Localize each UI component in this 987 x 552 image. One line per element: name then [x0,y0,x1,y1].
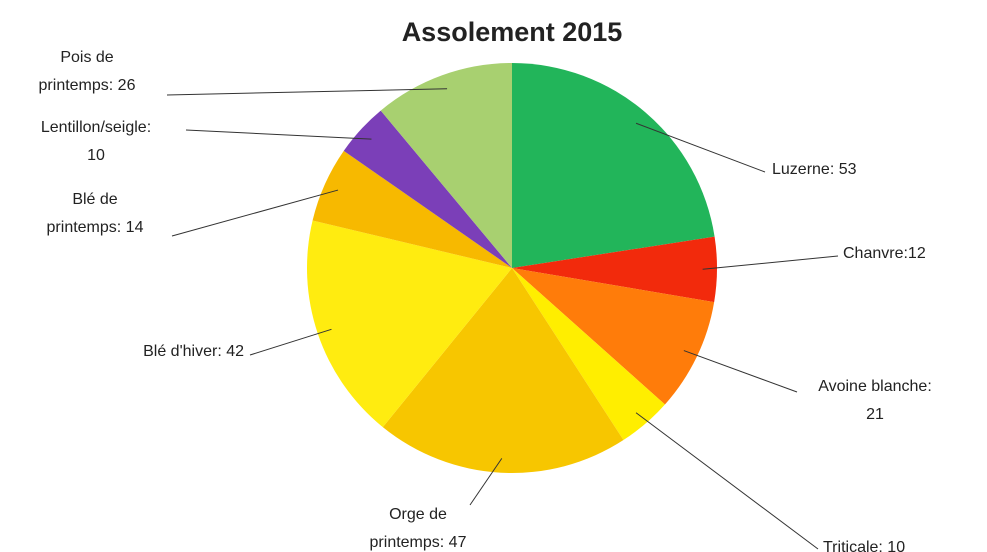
pie-slice [306,220,512,428]
leader-line [166,88,448,96]
data-label-line: Luzerne: 53 [772,161,857,178]
pie-slice [512,63,715,268]
data-label: Blé d'hiver: 42 [143,343,244,360]
data-label-line: Avoine blanche: [818,378,932,395]
data-label: Chanvre:12 [843,245,926,262]
pie-slice [382,268,624,473]
leader-line [635,412,819,550]
leader-line [635,122,766,173]
pie-slice [343,110,512,268]
data-label-line: Chanvre:12 [843,245,926,262]
data-label: Orge de printemps: 47 [370,506,467,551]
pie-slice [512,236,717,303]
data-label: Avoine blanche: 21 [818,378,932,423]
data-label-line: printemps: 47 [370,534,467,551]
pie-slice [312,150,512,268]
leader-line [702,255,839,270]
data-label-line: Orge de [389,506,447,523]
data-label: Blé de printemps: 14 [47,191,144,236]
data-label: Pois de printemps: 26 [39,49,136,94]
leader-line [185,129,372,140]
data-label-line: Lentillon/seigle: [41,119,151,136]
leader-line [249,328,332,356]
data-label: Triticale: 10 [823,539,905,552]
pie-slice [512,268,665,441]
pie-slice [380,63,512,268]
data-label-line: Blé de [72,191,117,208]
data-label-line: 21 [866,406,884,423]
data-label-line: printemps: 14 [47,219,144,236]
data-label-line: 10 [87,147,105,164]
chart-title: Assolement 2015 [402,17,623,47]
pie-slice [512,268,715,405]
data-label-line: Pois de [60,49,113,66]
leader-line [683,350,798,393]
leader-line [171,189,339,237]
data-label-line: Blé d'hiver: 42 [143,343,244,360]
data-label-line: Triticale: 10 [823,539,905,552]
leader-line [469,458,503,506]
data-label-line: printemps: 26 [39,77,136,94]
data-label: Luzerne: 53 [772,161,857,178]
data-label: Lentillon/seigle: 10 [41,119,151,164]
